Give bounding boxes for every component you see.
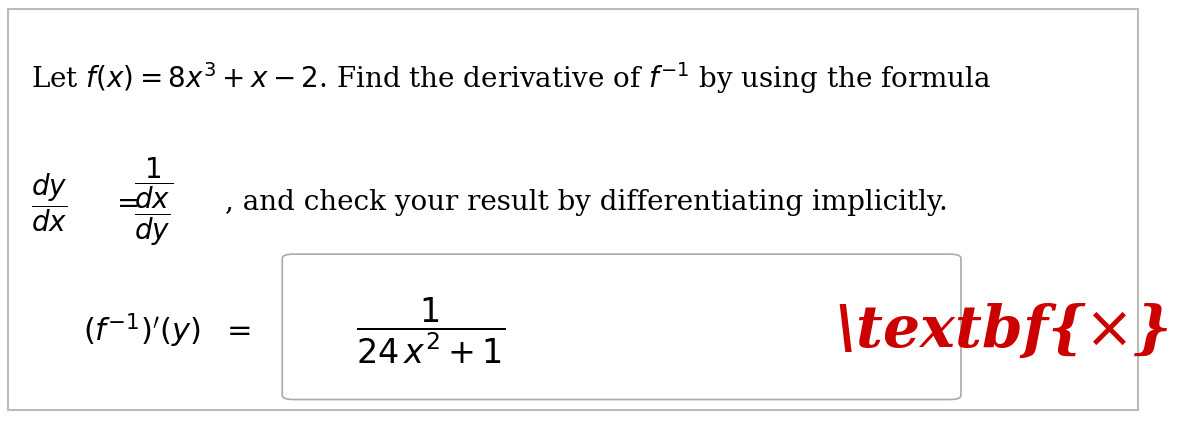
Text: $\dfrac{1}{\dfrac{dx}{dy}}$: $\dfrac{1}{\dfrac{dx}{dy}}$ [134,156,174,248]
Text: $(f^{-1})'(y)$  $=$: $(f^{-1})'(y)$ $=$ [83,312,251,350]
Text: $\dfrac{1}{24\,x^2 + 1}$: $\dfrac{1}{24\,x^2 + 1}$ [356,296,505,366]
Text: \textbf{$\times$}: \textbf{$\times$} [834,302,1168,360]
Text: , and check your result by differentiating implicitly.: , and check your result by differentiati… [226,189,948,216]
Text: $\dfrac{dy}{dx}$: $\dfrac{dy}{dx}$ [31,171,67,234]
FancyBboxPatch shape [8,9,1138,410]
Text: Let $f(x) = 8x^3 + x - 2$. Find the derivative of $f^{-1}$ by using the formula: Let $f(x) = 8x^3 + x - 2$. Find the deri… [31,60,991,96]
FancyBboxPatch shape [282,254,961,400]
Text: $=$: $=$ [112,189,139,216]
